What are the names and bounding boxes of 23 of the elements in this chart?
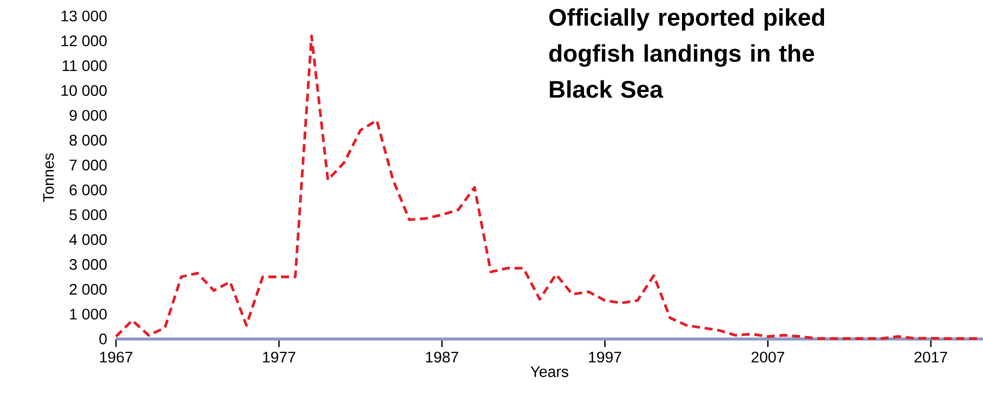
y-axis-title: Tonnes [43,153,54,202]
y-tick-label: 5 000 [70,209,107,220]
y-tick-label: 11 000 [62,60,107,72]
y-tick-label: 3 000 [70,259,107,270]
x-tick-label: 1987 [426,352,458,363]
text: Officially reported piked dogfish landings in the Black Sea [549,8,824,98]
y-tick-label: 1 000 [70,308,107,320]
x-tick-label: 1997 [589,352,622,363]
y-tick-label: 13 000 [62,10,107,22]
y-tick-label: 6 000 [70,184,107,196]
y-tick-label: 12 000 [62,35,107,46]
x-tick-label: 1967 [100,352,132,363]
y-tick-label: 9 000 [70,110,107,121]
y-tick-label: 8 000 [70,134,107,146]
y-tick-label: 2 000 [70,284,107,295]
x-tick-label: 1977 [263,352,296,363]
y-tick-label: 4 000 [69,234,107,246]
y-tick-label: 10 000 [62,85,107,96]
y-tick-label: 7 000 [70,160,107,170]
x-tick-label: 2007 [752,352,784,363]
y-tick-label: 0 [99,334,107,344]
x-axis-title: Years [530,366,568,378]
x-tick-label: 2017 [914,352,948,363]
